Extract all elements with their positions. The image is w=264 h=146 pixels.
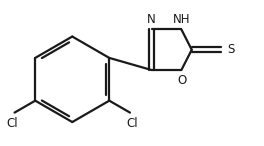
- Text: N: N: [147, 13, 155, 26]
- Text: S: S: [227, 43, 234, 56]
- Text: O: O: [177, 74, 187, 87]
- Text: NH: NH: [173, 13, 191, 26]
- Text: Cl: Cl: [6, 117, 18, 130]
- Text: Cl: Cl: [127, 117, 138, 130]
